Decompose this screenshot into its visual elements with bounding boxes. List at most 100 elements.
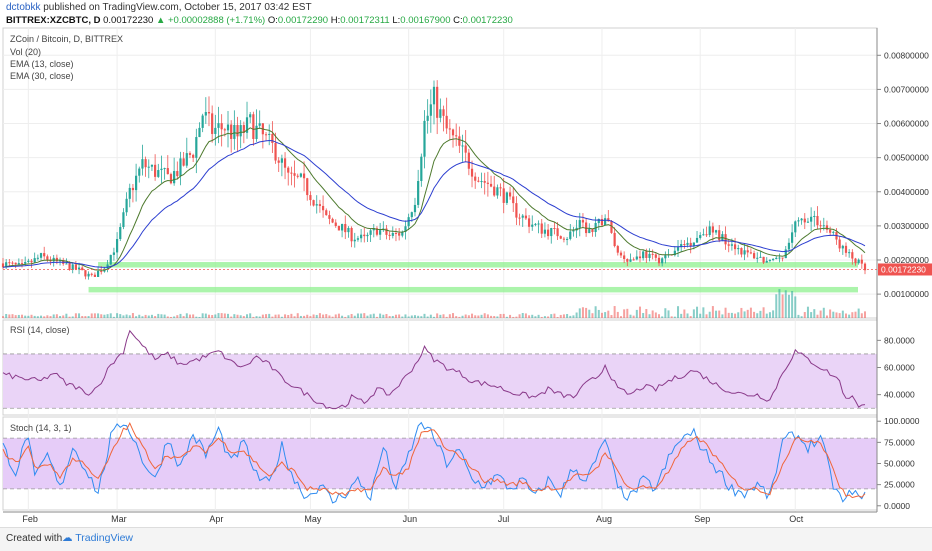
volume-bar — [2, 316, 4, 318]
time-tick-label: May — [304, 514, 322, 524]
candle-body — [20, 263, 24, 265]
support-zones — [88, 262, 859, 293]
volume-bar — [27, 315, 30, 318]
candle-body — [423, 120, 426, 157]
legend-rsi[interactable]: RSI (14, close) — [10, 325, 70, 335]
candle-body — [27, 260, 30, 262]
volume-bar — [280, 316, 283, 318]
volume-bar — [84, 316, 87, 318]
candle-body — [154, 164, 157, 177]
volume-bar — [398, 314, 401, 318]
candle-body — [857, 259, 860, 264]
volume-bar — [677, 306, 680, 318]
candle-body — [512, 196, 515, 204]
volume-bar — [144, 314, 147, 318]
candle-body — [534, 223, 537, 225]
candle-body — [686, 242, 689, 245]
candle-body — [566, 238, 569, 240]
candle-body — [816, 215, 819, 226]
chart-area[interactable]: 80.0000 60.0000 40.0000 100.0000 75.0000 50.… — [0, 0, 932, 527]
volume-bar — [540, 316, 543, 318]
volume-bar — [382, 314, 385, 318]
candle-body — [616, 246, 619, 253]
rsi-pane: 80.0000 60.0000 40.0000 — [2, 329, 915, 410]
volume-bar — [46, 315, 49, 318]
legend-stoch[interactable]: Stoch (14, 3, 1) — [10, 423, 72, 433]
volume-bar — [103, 314, 106, 318]
volume-bar — [312, 314, 315, 318]
volume-bar — [442, 314, 445, 318]
last-price: 0.00172230 — [103, 15, 154, 26]
stoch-band — [3, 438, 877, 489]
candle-body — [733, 244, 737, 250]
volume-bar — [420, 316, 423, 318]
candle-body — [613, 232, 616, 247]
publish-info: published on TradingView.com, October 15… — [43, 2, 312, 13]
volume-bar — [74, 313, 77, 318]
candle-body — [169, 174, 173, 184]
volume-bar — [768, 312, 771, 318]
volume-bar — [572, 315, 575, 318]
legend-ema13[interactable]: EMA (13, close) — [10, 59, 74, 69]
volume-bar — [692, 309, 695, 318]
candle-body — [328, 215, 331, 219]
candle-body — [803, 218, 806, 223]
open-label: O: — [267, 15, 278, 26]
volume-bar — [309, 316, 312, 318]
volume-bar — [150, 314, 153, 318]
volume-bar — [619, 316, 622, 318]
volume-bar — [455, 316, 458, 318]
volume-bar — [651, 310, 654, 318]
candle-body — [239, 125, 242, 137]
candle-body — [306, 178, 309, 196]
volume-bar — [816, 314, 819, 318]
candle-body — [375, 228, 379, 235]
volume-bar — [566, 313, 569, 318]
volume-bar — [864, 311, 866, 318]
volume-bar — [261, 314, 264, 318]
candle-body — [420, 156, 423, 182]
volume-bar — [800, 316, 803, 318]
volume-bar — [772, 310, 775, 318]
candle-body — [14, 262, 17, 265]
price-tick-label: 0.00400000 — [884, 187, 929, 197]
volume-bar — [477, 315, 480, 318]
close-value: 0.00172230 — [462, 15, 513, 26]
author-link[interactable]: dctobkk — [6, 2, 41, 13]
volume-bar — [686, 313, 689, 318]
candle-body — [588, 228, 591, 234]
candle-body — [800, 218, 803, 221]
candle-body — [144, 159, 147, 168]
volume-bar — [537, 314, 540, 318]
volume-bar — [128, 315, 131, 318]
candle-body — [141, 159, 144, 169]
volume-bar — [17, 314, 20, 318]
volume-bar — [493, 316, 496, 318]
legend-vol[interactable]: Vol (20) — [10, 47, 42, 57]
tradingview-logo[interactable]: ☁ TradingView — [62, 532, 134, 544]
candle-body — [518, 217, 521, 219]
candle-body — [546, 229, 550, 237]
chart-axes: 0.00800000 0.00700000 0.00600000 0.00500000… — [3, 28, 932, 524]
legend-ema30[interactable]: EMA (30, close) — [10, 71, 74, 81]
volume-bar — [452, 313, 455, 318]
candle-body — [458, 136, 461, 146]
volume-bar — [810, 312, 813, 318]
candle-body — [673, 250, 676, 256]
candle-body — [676, 247, 680, 251]
candle-body — [791, 232, 794, 243]
candle-body — [829, 229, 832, 233]
candle-body — [93, 274, 97, 277]
volume-bar — [448, 314, 451, 318]
price-candles — [1, 80, 867, 280]
candle-body — [657, 257, 661, 264]
support-zone — [88, 286, 859, 293]
volume-bar — [591, 313, 594, 318]
volume-bar — [331, 316, 334, 318]
candle-body — [451, 129, 455, 136]
volume-bar — [556, 316, 559, 318]
volume-bar — [299, 315, 302, 318]
volume-bar — [169, 316, 172, 318]
candle-body — [43, 253, 46, 257]
volume-bar — [670, 316, 673, 318]
